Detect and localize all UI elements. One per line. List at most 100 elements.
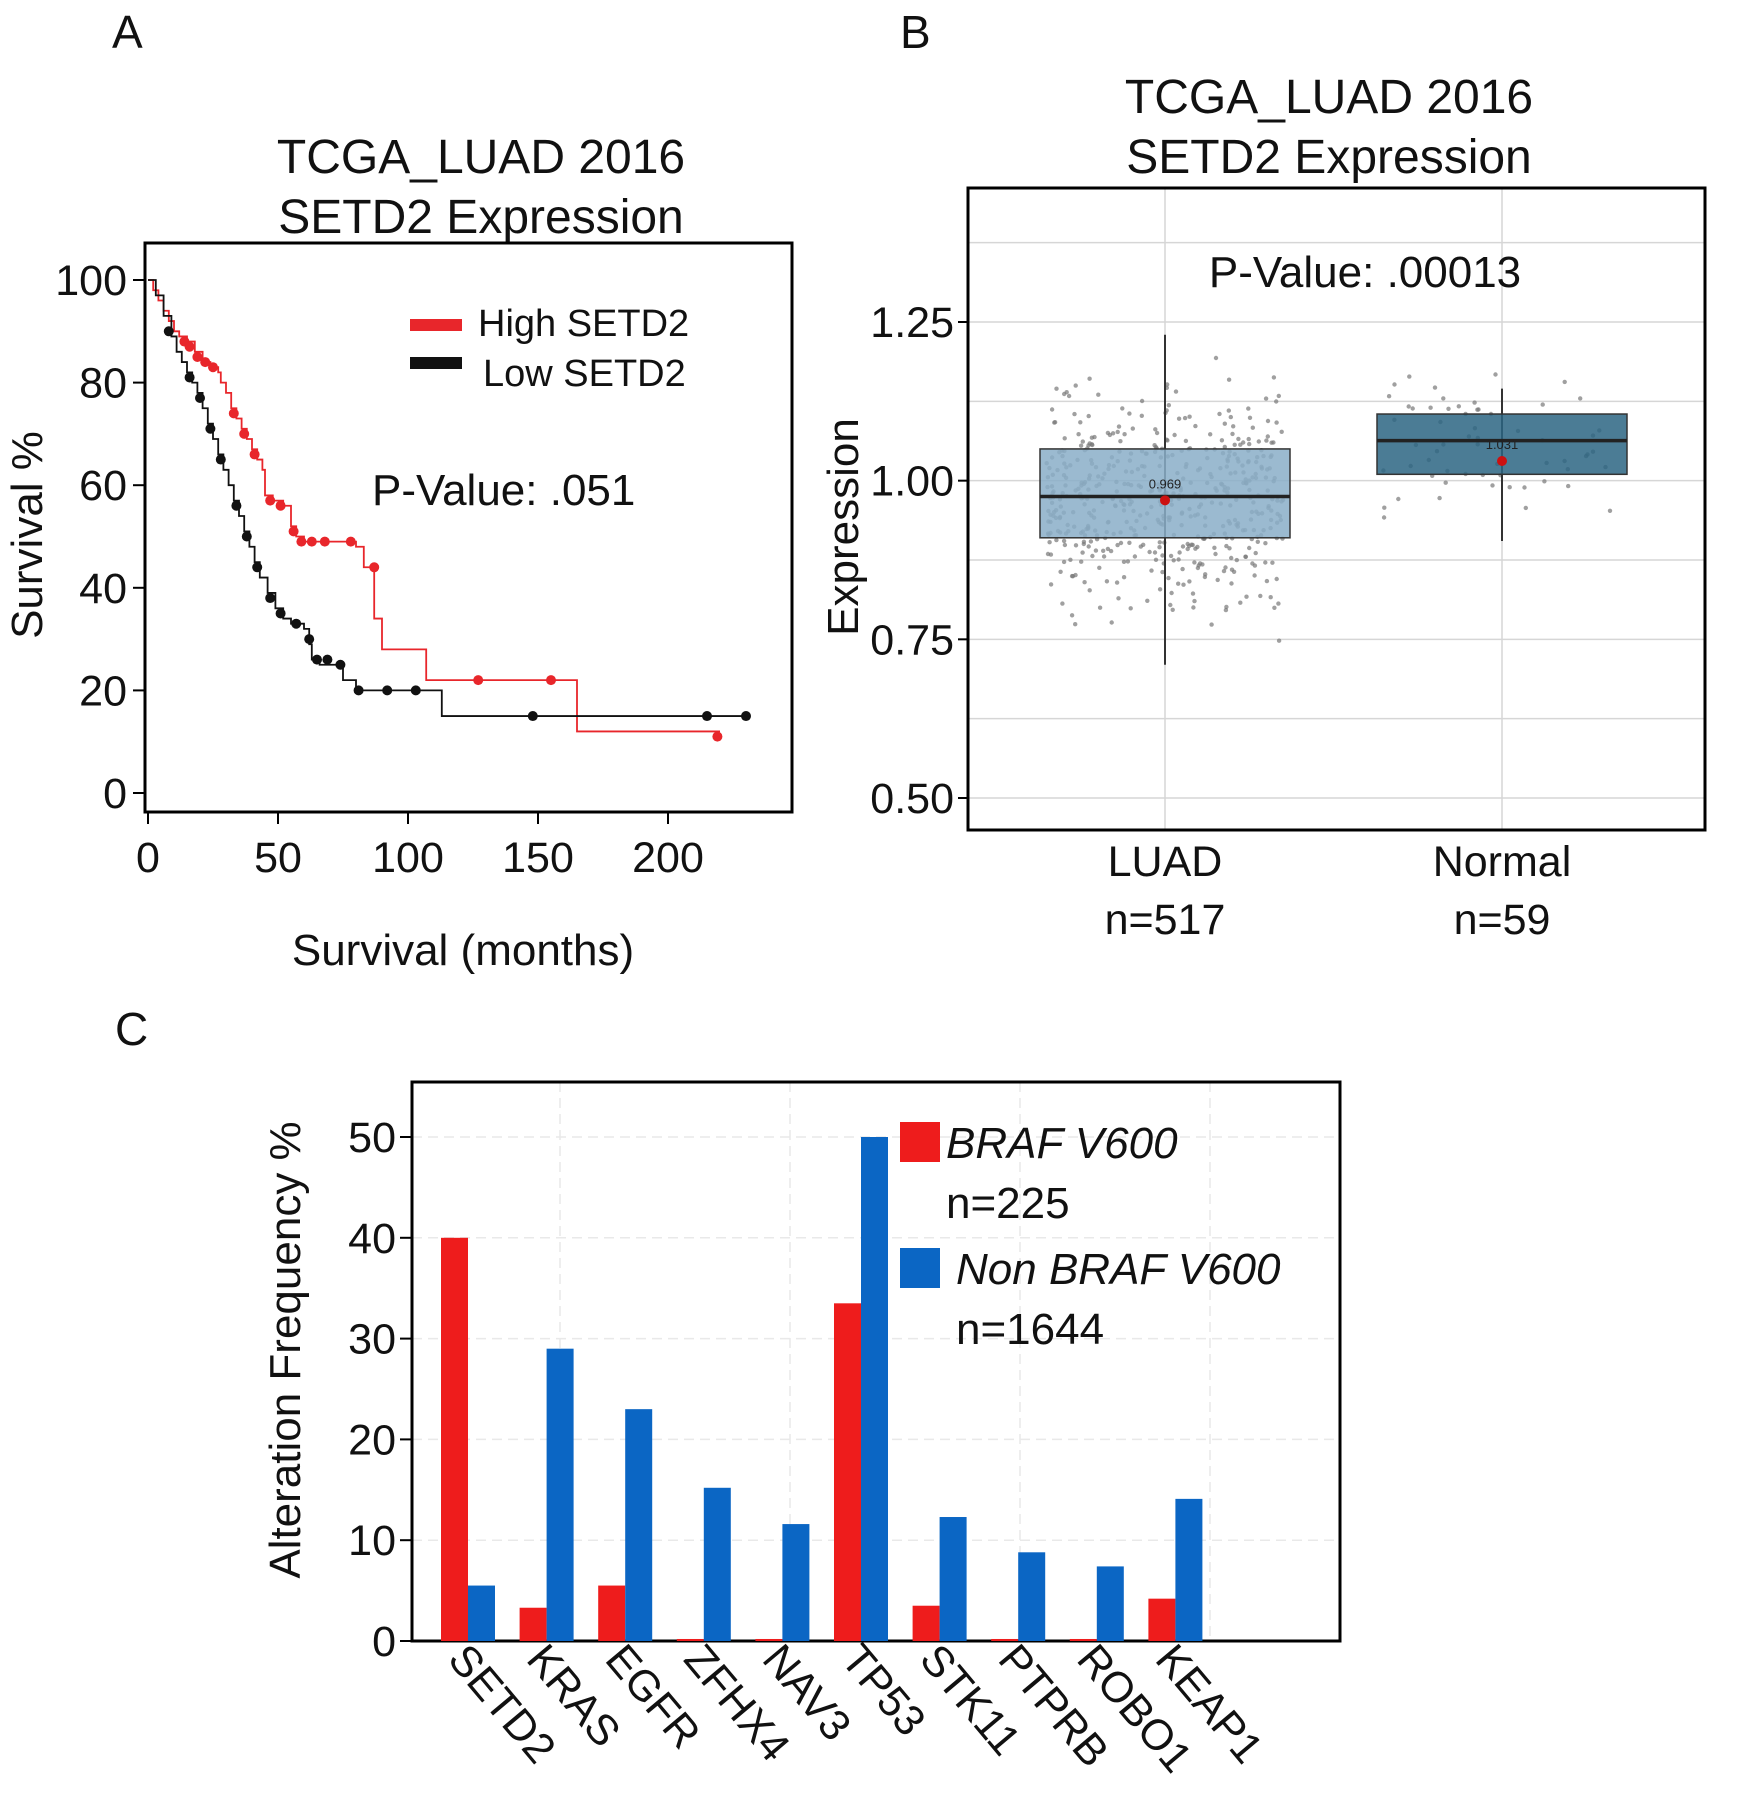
data-point	[1078, 420, 1083, 425]
data-point	[1087, 441, 1092, 446]
data-point	[1132, 554, 1138, 559]
data-point	[1258, 593, 1263, 599]
data-point	[1153, 427, 1158, 432]
mean-marker	[1497, 455, 1507, 466]
data-point	[1250, 561, 1255, 566]
data-point	[1195, 565, 1201, 571]
bar-braf-v600	[519, 1607, 547, 1641]
chart-title-line2: SETD2 Expression	[278, 191, 684, 244]
bar-non-braf-v600	[1175, 1498, 1203, 1641]
x-category-n: n=59	[1454, 896, 1551, 944]
data-point	[1157, 587, 1163, 592]
data-point	[1190, 591, 1196, 596]
data-point	[1061, 559, 1067, 565]
data-point	[1139, 413, 1145, 418]
data-point	[1208, 432, 1213, 437]
y-axis-label: Expression	[819, 418, 868, 636]
data-point	[1247, 545, 1252, 551]
censor-point	[241, 531, 252, 542]
series-high-setd2	[148, 279, 723, 742]
data-point	[1231, 424, 1236, 429]
bar-non-braf-v600	[546, 1348, 574, 1641]
data-point	[1223, 565, 1228, 570]
data-point	[1238, 600, 1243, 605]
data-point	[1265, 418, 1271, 424]
data-point	[1276, 638, 1282, 643]
data-point	[1189, 542, 1194, 547]
data-point	[1125, 559, 1131, 564]
data-point	[1168, 602, 1173, 608]
censor-point	[249, 449, 260, 460]
censor-point	[335, 659, 346, 670]
bar-braf-v600	[755, 1638, 783, 1641]
data-point	[1222, 444, 1228, 450]
censor-point	[228, 408, 239, 419]
data-point	[1160, 569, 1165, 575]
data-point	[1105, 430, 1111, 436]
legend-swatch-non-braf	[900, 1248, 940, 1288]
data-point	[1115, 542, 1120, 548]
data-point	[1192, 560, 1197, 565]
data-point	[1185, 541, 1190, 547]
data-point	[1522, 485, 1527, 490]
censor-point	[275, 608, 286, 619]
data-point	[1227, 546, 1232, 551]
censor-point	[546, 675, 556, 686]
data-point	[1222, 421, 1228, 426]
censor-point	[252, 562, 263, 573]
data-point	[1169, 590, 1174, 596]
data-point	[1149, 568, 1154, 573]
y-tick-label: 0	[372, 1618, 396, 1666]
data-point	[1130, 426, 1136, 431]
data-point	[1110, 431, 1116, 436]
data-point	[1490, 483, 1495, 488]
mean-label: 1.031	[1486, 437, 1519, 452]
data-point	[1093, 548, 1099, 553]
data-point	[1073, 622, 1078, 627]
data-point	[1446, 406, 1451, 411]
panel-label-c: C	[115, 1003, 148, 1055]
censor-point	[184, 372, 195, 383]
data-point	[1247, 415, 1253, 420]
data-point	[1080, 550, 1085, 555]
data-point	[1121, 575, 1127, 580]
data-point	[1073, 543, 1079, 548]
censor-point	[231, 500, 242, 511]
data-point	[1173, 389, 1179, 394]
data-point	[1118, 540, 1124, 546]
y-tick-label: 30	[348, 1316, 396, 1364]
data-point	[1202, 574, 1208, 580]
panel-label-a: A	[112, 6, 143, 58]
data-point	[1086, 544, 1091, 549]
y-tick-label: 40	[348, 1215, 396, 1263]
bar-non-braf-v600	[861, 1137, 888, 1641]
data-point	[1229, 581, 1234, 586]
censor-point	[304, 634, 315, 645]
legend-n-braf: n=225	[946, 1179, 1070, 1228]
censor-point	[265, 593, 276, 604]
bar-group-kras: KRAS	[517, 1348, 629, 1756]
data-point	[1176, 557, 1181, 562]
data-point	[1116, 424, 1122, 429]
data-point	[1066, 393, 1072, 399]
data-point	[1270, 560, 1275, 565]
data-point	[1213, 551, 1218, 557]
bar-non-braf-v600	[625, 1409, 653, 1641]
data-point	[1213, 355, 1219, 361]
x-category-label: LUAD	[1108, 838, 1223, 886]
data-point	[1170, 607, 1175, 612]
bar-braf-v600	[834, 1303, 861, 1641]
data-point	[1047, 540, 1052, 545]
data-point	[1392, 382, 1397, 387]
data-point	[1246, 406, 1251, 411]
data-point	[1069, 573, 1075, 579]
censor-point	[291, 618, 302, 629]
data-point	[1058, 569, 1063, 574]
data-point	[1475, 407, 1480, 412]
y-tick-label: 1.25	[870, 299, 954, 347]
data-point	[1428, 405, 1433, 410]
x-tick-label: 0	[136, 834, 160, 882]
data-point	[1139, 398, 1145, 404]
data-point	[1382, 505, 1387, 510]
panel-b-boxplot-chart: TCGA_LUAD 2016 SETD2 Expression 0.50 0.75 1.…	[819, 71, 1707, 944]
